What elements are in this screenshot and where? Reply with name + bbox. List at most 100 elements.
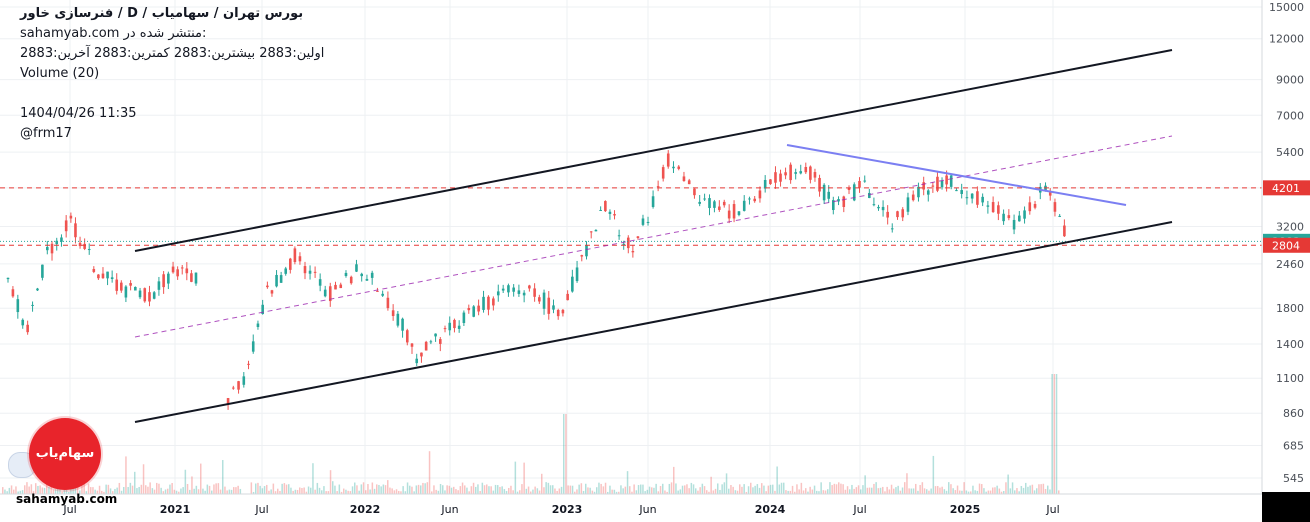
x-tick-label: Jun [440, 503, 458, 516]
volume-bar [457, 490, 459, 494]
candle-body [547, 297, 551, 314]
volume-bar [761, 483, 763, 494]
candle-body [344, 272, 348, 276]
volume-bar [613, 489, 616, 494]
volume-bar [204, 490, 206, 494]
volume-bar [131, 485, 134, 494]
candle-body [742, 200, 746, 211]
volume-bar [391, 488, 393, 494]
volume-bar [373, 488, 376, 494]
volume-bar [26, 482, 28, 494]
volume-bar [417, 484, 420, 494]
volume-bar [387, 480, 389, 494]
volume-bar [140, 484, 143, 494]
candle-body [1033, 203, 1037, 208]
volume-bar [673, 466, 675, 494]
candle-body [97, 274, 100, 279]
watermark: sahamyab.com [16, 492, 118, 506]
volume-bar [1003, 491, 1005, 494]
volume-bar [343, 488, 345, 494]
candle-body [693, 188, 696, 196]
volume-bar [105, 484, 107, 494]
volume-bar [521, 484, 523, 494]
candle-body [656, 186, 660, 188]
volume-bar [475, 486, 477, 494]
volume-bar [1014, 490, 1016, 494]
candle-body [1028, 202, 1032, 212]
volume-bar [662, 483, 664, 494]
volume-bar [901, 487, 904, 494]
candle-body [552, 305, 555, 310]
volume-bar [926, 489, 928, 494]
volume-bar [1051, 374, 1053, 494]
volume-bar [239, 488, 242, 494]
candle-body [965, 197, 969, 199]
candle-body [622, 243, 625, 246]
candle-body [949, 175, 953, 187]
volume-bar [774, 490, 776, 494]
volume-bar [486, 484, 488, 494]
volume-bar [226, 490, 228, 494]
volume-bar [125, 456, 127, 494]
candle-body [813, 172, 817, 178]
volume-bar [549, 485, 552, 494]
volume-bar [609, 485, 611, 494]
volume-bar [37, 485, 39, 494]
candle-body [487, 296, 490, 310]
candle-body [439, 339, 442, 344]
volume-bar [171, 482, 173, 494]
volume-bar [842, 484, 844, 494]
volume-bar [224, 486, 226, 494]
volume-bar [527, 486, 530, 494]
volume-bar [954, 490, 957, 494]
volume-bar [19, 490, 22, 494]
candle-body [365, 278, 369, 281]
y-tick-label: 545 [1283, 472, 1304, 485]
candle-body [457, 325, 461, 329]
y-tick-label: 3200 [1276, 221, 1304, 234]
volume-bar [974, 490, 976, 494]
volume-bar [833, 483, 836, 494]
volume-bar [292, 490, 294, 494]
volume-bar [866, 487, 869, 494]
volume-bar [162, 491, 165, 494]
volume-bar [50, 487, 52, 494]
candle-body [308, 270, 312, 274]
volume-bar [178, 491, 180, 494]
volume-bar [860, 489, 862, 494]
volume-bar [21, 490, 24, 494]
volume-bar [1009, 488, 1012, 494]
candle-body [453, 319, 456, 329]
candle-body [727, 210, 731, 219]
volume-bar [147, 486, 149, 494]
volume-bar [360, 484, 363, 494]
x-tick-label: 2022 [350, 503, 381, 516]
volume-bar [721, 484, 723, 494]
volume-bar [829, 482, 831, 494]
volume-bar [1049, 489, 1051, 494]
candle-body [631, 251, 635, 253]
y-tick-label: 9000 [1276, 74, 1304, 87]
candle-body [528, 285, 531, 289]
candle-body [703, 198, 706, 200]
candle-body [901, 209, 905, 218]
volume-bar [193, 488, 195, 494]
volume-bar [937, 486, 939, 494]
volume-bar [525, 488, 528, 494]
volume-bar [719, 489, 721, 494]
volume-bar [492, 490, 495, 494]
volume-bar [684, 485, 686, 494]
volume-bar [404, 491, 407, 494]
volume-bar [1058, 490, 1060, 494]
volume-bar [818, 491, 820, 494]
y-tick-label: 2460 [1276, 258, 1304, 271]
volume-bar [519, 490, 521, 494]
candle-body [157, 281, 161, 290]
candle-body [804, 166, 808, 173]
volume-bar [959, 490, 961, 494]
volume-bar [822, 490, 825, 494]
volume-bar [2, 487, 4, 494]
volume-bar [714, 488, 717, 494]
volume-bar [145, 485, 147, 494]
